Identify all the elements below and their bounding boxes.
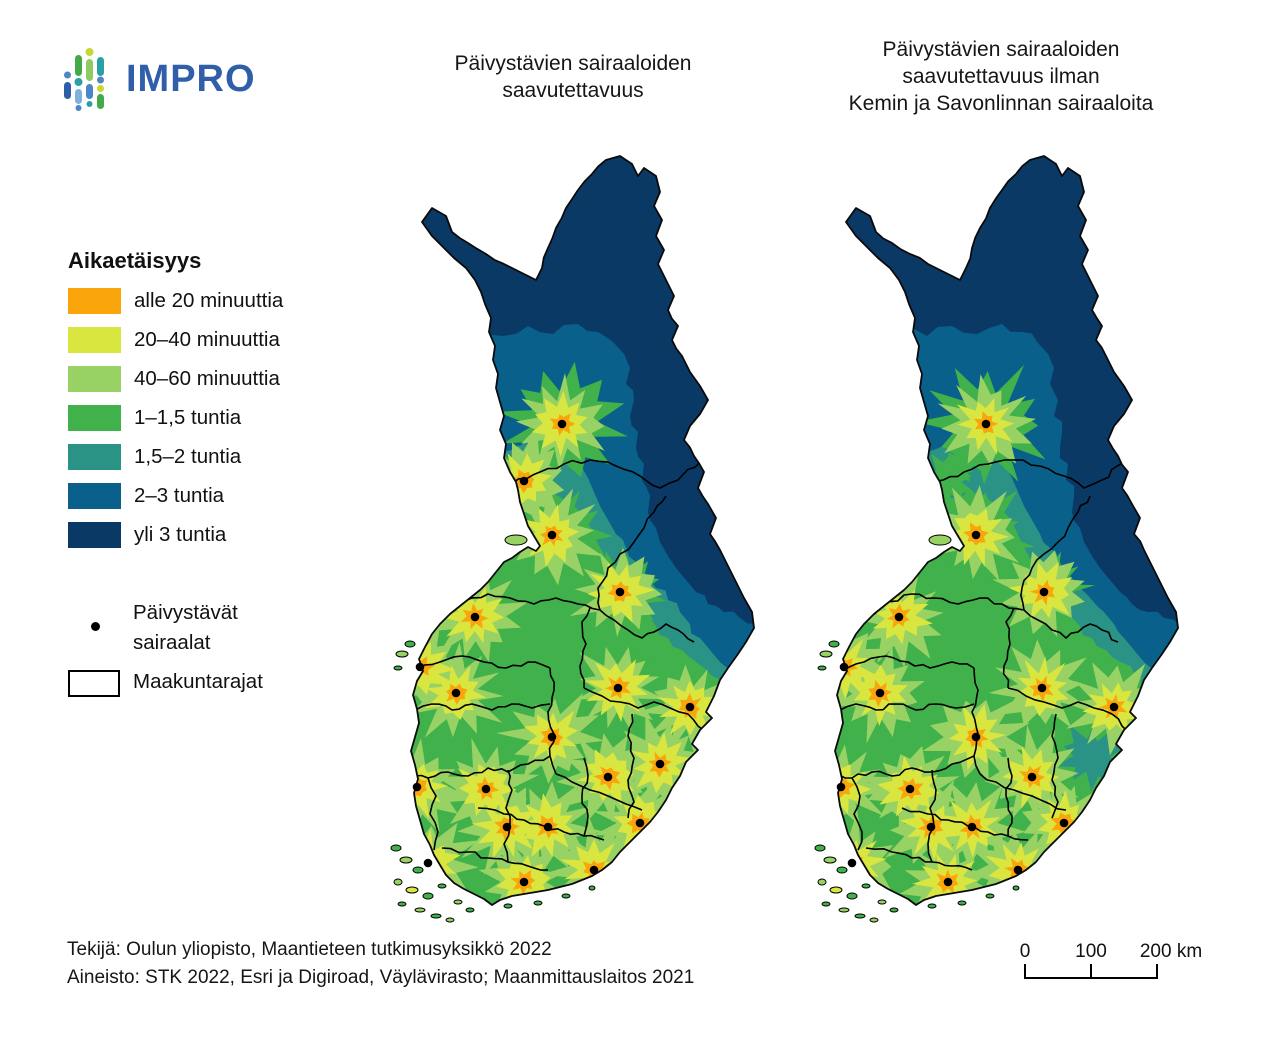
attribution: Tekijä: Oulun yliopisto, Maantieteen tut… [67,936,694,991]
legend-class-label: alle 20 minuuttia [134,289,284,312]
map-accessibility-all-hospitals [388,148,760,928]
map2-title: Päivystävien sairaaloiden saavutettavuus… [805,36,1197,117]
legend-class-label: 1–1,5 tuntia [134,406,242,429]
legend-class-label: 20–40 minuuttia [134,328,280,351]
legend-class-label: yli 3 tuntia [134,523,227,546]
teal-swatch [68,444,121,470]
legend-row: 1,5–2 tuntia [68,444,283,470]
map2-title-line: Kemin ja Savonlinnan sairaaloita [848,92,1154,115]
scale-bar: 0 100 200 km [1012,940,1222,990]
legend-row: 40–60 minuuttia [68,366,283,392]
impro-logo-text: IMPRO [126,58,256,100]
legend-row: alle 20 minuuttia [68,288,283,314]
darkblue-swatch [68,483,121,509]
legend: alle 20 minuuttia 20–40 minuuttia 40–60 mi… [68,288,283,561]
legend-class-label: 1,5–2 tuntia [134,445,242,468]
map1-title-line: saavutettavuus [502,79,644,102]
legend-row: yli 3 tuntia [68,522,283,548]
legend-title: Aikaetäisyys [68,248,202,273]
impro-logo-mark [64,48,104,111]
region-border-label: Maakuntarajat [133,670,263,693]
legend-class-label: 40–60 minuuttia [134,367,280,390]
region-border-swatch [68,670,120,697]
map1-title: Päivystävien sairaaloiden saavutettavuus [387,50,759,104]
green-swatch [68,405,121,431]
navy-swatch [68,522,121,548]
hospital-dot-marker [91,622,100,631]
orange-swatch [68,288,121,314]
legend-row: 1–1,5 tuntia [68,405,283,431]
map2-title-line: saavutettavuus ilman [902,65,1100,88]
scale-tick-label: 0 [1020,941,1031,962]
hospital-marker-label: Päivystävät sairaalat [133,601,238,654]
map-accessibility-without-kemi-savonlinna [812,148,1184,928]
legend-row: 20–40 minuuttia [68,327,283,353]
scale-tick-label: 100 [1075,941,1107,962]
yellow-swatch [68,327,121,353]
impro-logo: IMPRO [62,46,256,112]
attribution-sources: Aineisto: STK 2022, Esri ja Digiroad, Vä… [67,966,695,988]
legend-class-label: 2–3 tuntia [134,484,225,507]
map2-title-line: Päivystävien sairaaloiden [882,38,1120,61]
lightgreen-swatch [68,366,121,392]
legend-row: 2–3 tuntia [68,483,283,509]
scale-tick-label: 200 km [1140,941,1202,962]
scale-bar-line [1024,964,1158,979]
map1-title-line: Päivystävien sairaaloiden [454,52,692,75]
attribution-author: Tekijä: Oulun yliopisto, Maantieteen tut… [67,939,552,960]
